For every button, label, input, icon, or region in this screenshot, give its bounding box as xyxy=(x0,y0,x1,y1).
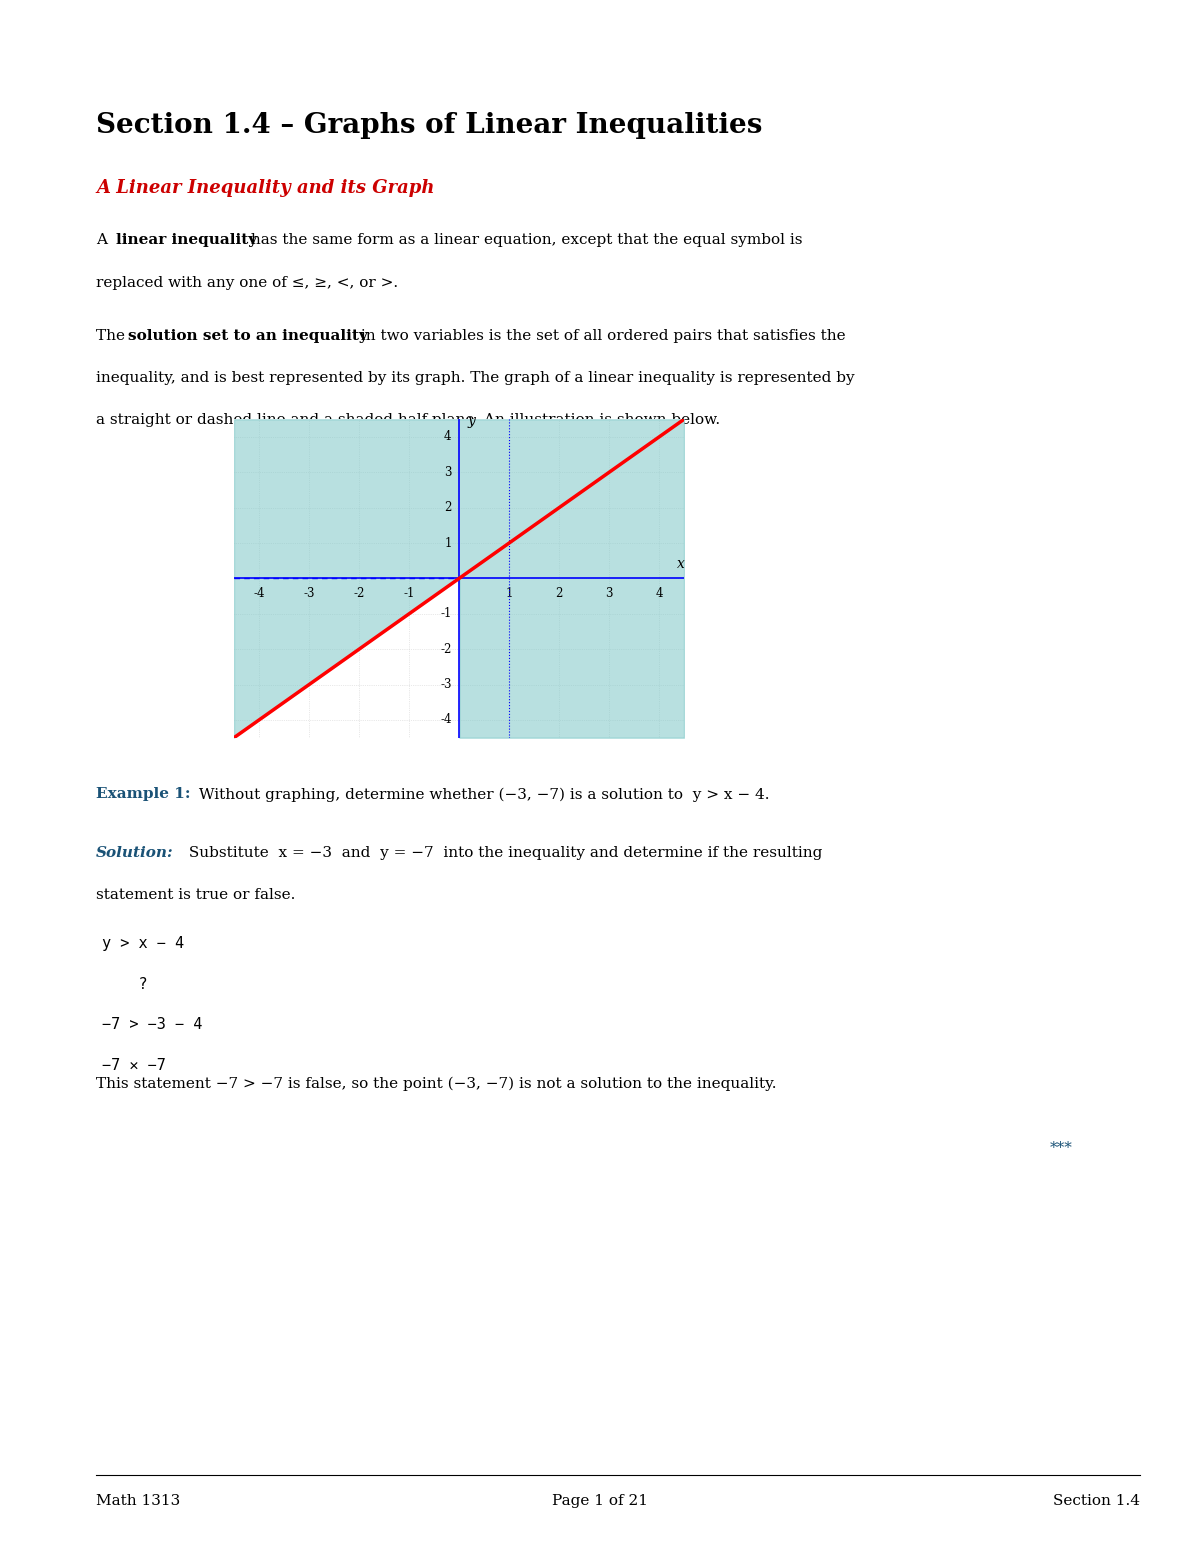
Text: Section 1.4: Section 1.4 xyxy=(1054,1494,1140,1508)
Text: ***: *** xyxy=(1050,1141,1073,1155)
Text: Example 1:: Example 1: xyxy=(96,787,191,801)
Text: replaced with any one of ≤, ≥, <, or >.: replaced with any one of ≤, ≥, <, or >. xyxy=(96,276,398,290)
Text: statement is true or false.: statement is true or false. xyxy=(96,888,295,902)
Text: inequality, and is best represented by its graph. The graph of a linear inequali: inequality, and is best represented by i… xyxy=(96,371,854,385)
Text: 3: 3 xyxy=(444,466,451,478)
Text: -2: -2 xyxy=(440,643,451,655)
Text: Substitute  x = −3  and  y = −7  into the inequality and determine if the result: Substitute x = −3 and y = −7 into the in… xyxy=(184,846,822,860)
Text: -4: -4 xyxy=(253,587,265,601)
Text: 1: 1 xyxy=(444,537,451,550)
Text: -4: -4 xyxy=(440,713,451,727)
Text: has the same form as a linear equation, except that the equal symbol is: has the same form as a linear equation, … xyxy=(246,233,803,247)
Text: 2: 2 xyxy=(444,502,451,514)
Text: linear inequality: linear inequality xyxy=(116,233,258,247)
Text: Page 1 of 21: Page 1 of 21 xyxy=(552,1494,648,1508)
Text: in two variables is the set of all ordered pairs that satisfies the: in two variables is the set of all order… xyxy=(356,329,846,343)
Text: Without graphing, determine whether (−3, −7) is a solution to  y > x − 4.: Without graphing, determine whether (−3,… xyxy=(194,787,770,801)
Text: a straight or dashed line and a shaded half-plane. An illustration is shown belo: a straight or dashed line and a shaded h… xyxy=(96,413,720,427)
Text: The: The xyxy=(96,329,130,343)
Text: This statement −7 > −7 is false, so the point (−3, −7) is not a solution to the : This statement −7 > −7 is false, so the … xyxy=(96,1076,776,1090)
Text: −7 > −3 − 4: −7 > −3 − 4 xyxy=(102,1017,203,1033)
Text: ?: ? xyxy=(102,977,148,992)
Text: y > x − 4: y > x − 4 xyxy=(102,936,184,952)
Text: y: y xyxy=(468,413,476,427)
Text: A Linear Inequality and its Graph: A Linear Inequality and its Graph xyxy=(96,179,434,197)
Text: solution set to an inequality: solution set to an inequality xyxy=(128,329,368,343)
Text: 2: 2 xyxy=(556,587,563,601)
Text: A: A xyxy=(96,233,112,247)
Text: Solution:: Solution: xyxy=(96,846,174,860)
Text: -3: -3 xyxy=(304,587,314,601)
Text: Math 1313: Math 1313 xyxy=(96,1494,180,1508)
Text: 4: 4 xyxy=(444,430,451,444)
Text: -1: -1 xyxy=(440,607,451,620)
Text: 1: 1 xyxy=(505,587,512,601)
Text: 3: 3 xyxy=(605,587,613,601)
Text: −7 ✕ −7: −7 ✕ −7 xyxy=(102,1058,166,1073)
Text: -3: -3 xyxy=(440,679,451,691)
Text: -1: -1 xyxy=(403,587,415,601)
Text: Section 1.4 – Graphs of Linear Inequalities: Section 1.4 – Graphs of Linear Inequalit… xyxy=(96,112,762,138)
Text: -2: -2 xyxy=(353,587,365,601)
Text: 4: 4 xyxy=(655,587,662,601)
Text: x: x xyxy=(677,558,684,572)
